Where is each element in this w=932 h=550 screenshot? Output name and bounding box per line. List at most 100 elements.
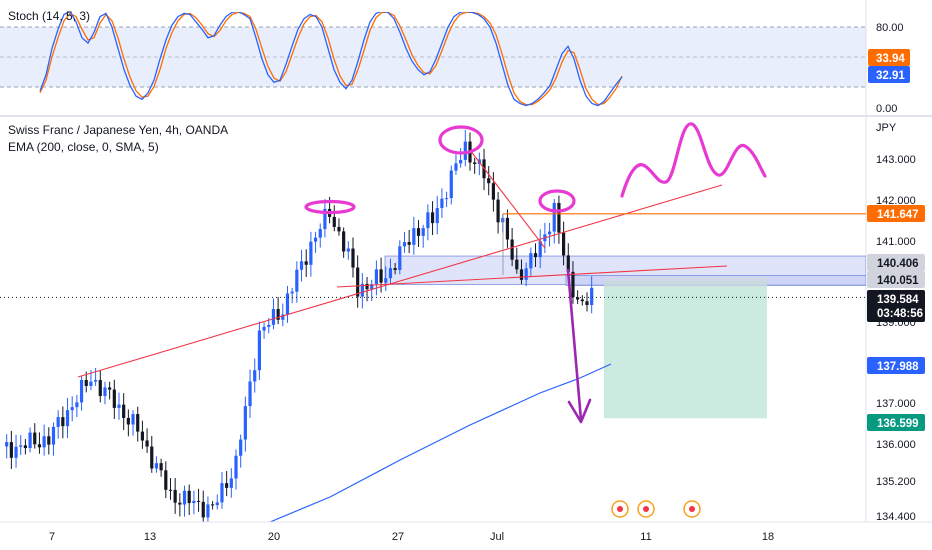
candle-body[interactable] [557, 202, 561, 233]
candle-body[interactable] [421, 228, 425, 236]
candle-body[interactable] [243, 406, 247, 440]
candle-body[interactable] [248, 381, 252, 407]
time-axis[interactable]: 7 13 20 27 Jul 11 18 [49, 531, 774, 543]
candle-body[interactable] [473, 162, 477, 164]
candle-body[interactable] [412, 228, 416, 245]
candle-body[interactable] [566, 255, 570, 272]
candle-body[interactable] [463, 141, 467, 160]
candle-body[interactable] [112, 389, 116, 408]
ema-legend[interactable]: EMA (200, close, 0, SMA, 5) [8, 140, 159, 154]
candle-body[interactable] [154, 463, 159, 469]
candle-body[interactable] [173, 489, 177, 503]
candle-body[interactable] [430, 212, 435, 224]
candle-body[interactable] [487, 178, 491, 184]
candle-body[interactable] [398, 246, 402, 270]
candle-body[interactable] [89, 381, 93, 386]
candle-body[interactable] [33, 432, 37, 445]
candle-body[interactable] [126, 417, 130, 425]
candle-body[interactable] [491, 183, 495, 200]
candle-body[interactable] [552, 202, 556, 232]
short-position-stop[interactable] [604, 276, 767, 287]
candle-body[interactable] [159, 463, 163, 471]
candle-body[interactable] [79, 380, 84, 403]
price-axis[interactable]: JPY 143.000142.000141.000140.000139.0001… [867, 122, 925, 523]
candle-body[interactable] [519, 269, 524, 280]
candle-body[interactable] [201, 501, 205, 518]
candle-body[interactable] [590, 287, 594, 306]
ema-200-line[interactable] [269, 363, 612, 522]
candle-body[interactable] [533, 253, 538, 258]
candle-body[interactable] [505, 217, 510, 240]
shoulder-right-circle[interactable] [538, 189, 576, 213]
candle-body[interactable] [576, 297, 580, 300]
candle-body[interactable] [267, 324, 271, 327]
candle-body[interactable] [56, 417, 60, 427]
candle-body[interactable] [229, 478, 233, 488]
candle-body[interactable] [459, 159, 463, 164]
candle-body[interactable] [332, 216, 336, 227]
candle-body[interactable] [580, 299, 584, 302]
candle-body[interactable] [496, 199, 500, 223]
candle-body[interactable] [196, 500, 201, 502]
candle-body[interactable] [262, 326, 266, 331]
candle-body[interactable] [351, 248, 355, 268]
price-pane[interactable] [0, 122, 866, 526]
candle-body[interactable] [28, 432, 32, 449]
candle-body[interactable] [342, 231, 346, 252]
candle-body[interactable] [182, 490, 187, 505]
candle-body[interactable] [122, 404, 126, 418]
candle-body[interactable] [65, 410, 70, 427]
projected-path-squiggle[interactable] [620, 122, 767, 198]
candle-body[interactable] [23, 445, 27, 449]
candle-body[interactable] [253, 370, 257, 382]
candle-body[interactable] [435, 208, 439, 224]
candle-body[interactable] [136, 414, 140, 432]
candle-body[interactable] [131, 414, 135, 425]
candle-body[interactable] [290, 291, 294, 294]
candle-body[interactable] [215, 502, 219, 506]
candle-body[interactable] [295, 269, 299, 292]
candle-body[interactable] [19, 445, 23, 447]
candle-body[interactable] [313, 237, 318, 242]
down-arrow-icon[interactable] [566, 268, 583, 422]
symbol-title[interactable]: Swiss Franc / Japanese Yen, 4h, OANDA [8, 123, 228, 137]
candle-body[interactable] [346, 248, 350, 252]
candle-body[interactable] [281, 314, 285, 320]
candle-body[interactable] [440, 198, 444, 209]
candle-body[interactable] [145, 440, 149, 447]
candle-body[interactable] [98, 380, 102, 396]
candle-body[interactable] [309, 241, 313, 265]
candle-body[interactable] [515, 259, 519, 270]
candle-body[interactable] [61, 417, 65, 427]
candle-body[interactable] [571, 271, 575, 298]
candle-body[interactable] [299, 261, 304, 270]
candle-body[interactable] [192, 500, 196, 504]
candle-body[interactable] [407, 242, 411, 245]
candle-body[interactable] [449, 170, 453, 199]
candle-body[interactable] [14, 446, 18, 458]
candle-body[interactable] [337, 226, 341, 232]
candle-body[interactable] [271, 309, 276, 325]
candle-body[interactable] [562, 232, 566, 256]
candle-body[interactable] [585, 301, 589, 306]
candle-body[interactable] [206, 504, 210, 518]
candle-body[interactable] [9, 442, 13, 458]
shoulder-left-circle[interactable] [304, 199, 356, 215]
candle-body[interactable] [239, 439, 243, 456]
candle-body[interactable] [84, 380, 88, 386]
candle-body[interactable] [51, 426, 56, 445]
head-circle[interactable] [438, 125, 484, 155]
candle-body[interactable] [117, 404, 121, 408]
candle-body[interactable] [276, 309, 280, 320]
neckline-trendline[interactable] [336, 265, 728, 288]
candle-body[interactable] [402, 242, 407, 247]
falling-trendline[interactable] [469, 149, 546, 249]
candle-body[interactable] [285, 293, 290, 315]
candle-body[interactable] [108, 387, 112, 390]
candle-body[interactable] [445, 198, 449, 200]
candle-body[interactable] [360, 283, 364, 297]
candle-body[interactable] [538, 241, 542, 258]
rising-trendline[interactable] [77, 184, 723, 378]
candle-body[interactable] [5, 442, 9, 447]
